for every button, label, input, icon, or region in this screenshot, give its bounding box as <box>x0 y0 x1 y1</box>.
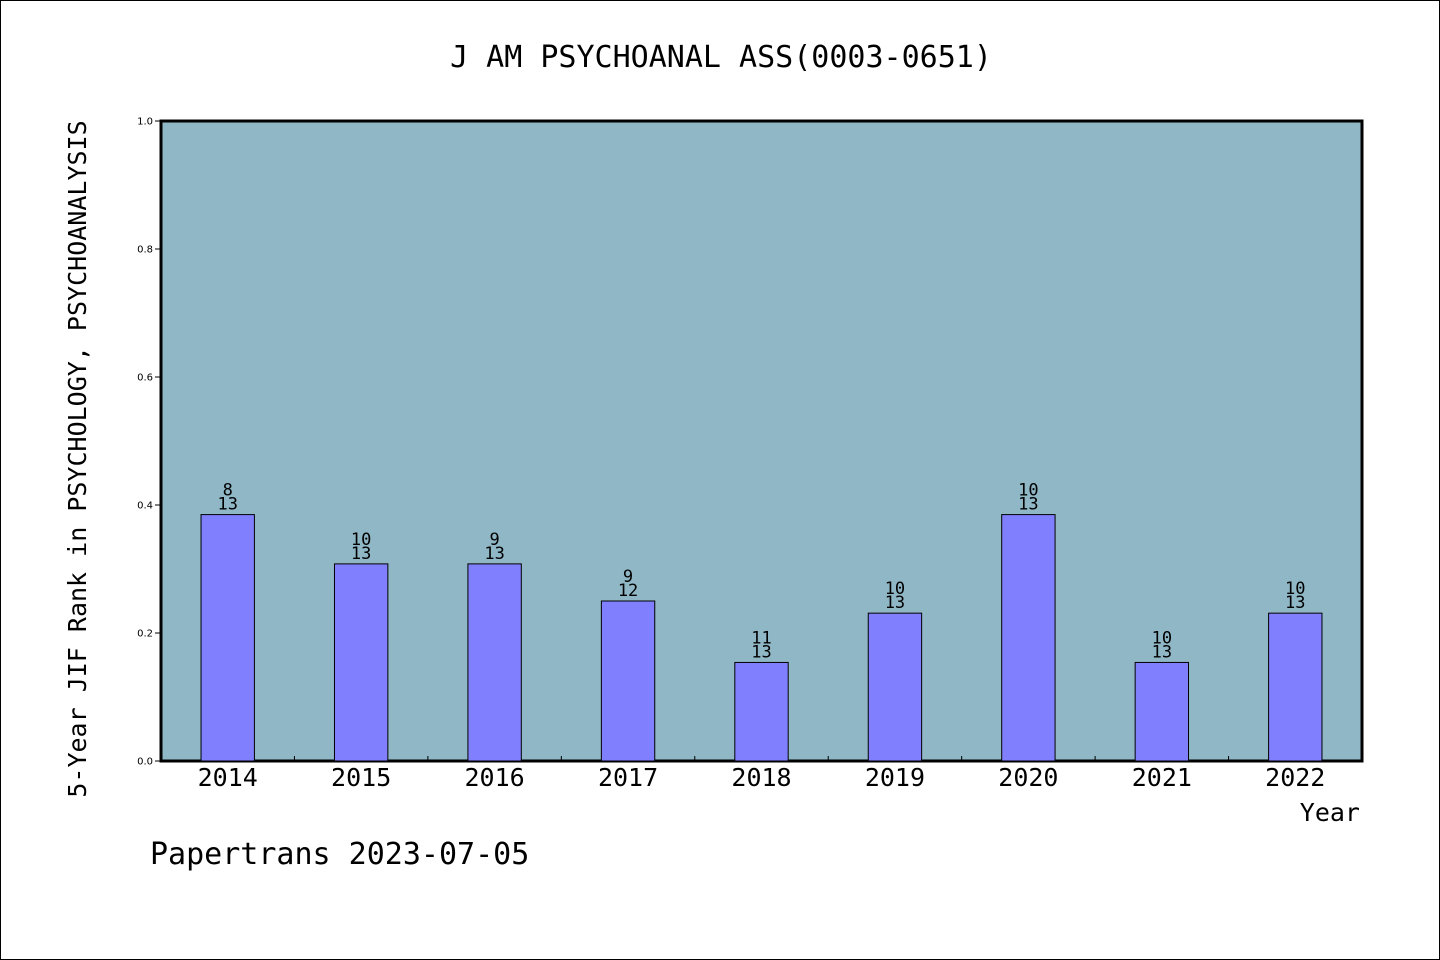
bar-2017 <box>600 600 656 762</box>
footer-text: Papertrans 2023-07-05 <box>150 837 529 872</box>
x-tick-label: 2020 <box>998 763 1058 792</box>
bar-rank-label: 10 <box>1285 579 1305 599</box>
bar-total-label: 13 <box>217 495 237 515</box>
bar-rank-label: 10 <box>885 579 905 599</box>
bar-total-label: 13 <box>1285 593 1305 613</box>
axis-ticks-group: 0.0 0.2 0.4 0.6 0.8 1.0 2014 2015 2016 2017 2018 20… <box>137 117 1325 793</box>
bar-2021 <box>1134 661 1190 762</box>
bar-2018 <box>734 661 789 762</box>
bar-2016 <box>467 563 522 762</box>
bar-total-label: 13 <box>1018 495 1038 515</box>
bar-2014 <box>200 514 255 762</box>
y-tick-label: 0.8 <box>137 245 153 256</box>
bar-2015 <box>333 563 389 762</box>
bar-total-label: 12 <box>618 581 638 601</box>
x-tick-label: 2017 <box>598 763 658 792</box>
chart-title: J AM PSYCHOANAL ASS(0003-0651) <box>450 40 992 75</box>
x-tick-label: 2019 <box>865 763 925 792</box>
bar-total-label: 13 <box>1152 642 1172 662</box>
bar-2020 <box>1001 514 1056 762</box>
bar-rank-label: 11 <box>751 628 771 648</box>
x-tick-label: 2018 <box>731 763 791 792</box>
y-axis-label: 5-Year JIF Rank in PSYCHOLOGY, PSYCHOANA… <box>63 120 92 797</box>
y-tick-label: 0.4 <box>137 501 153 512</box>
bar-2022 <box>1268 612 1323 762</box>
y-tick-label: 0.6 <box>137 373 153 384</box>
bar-rank-label: 9 <box>623 567 633 587</box>
x-tick-label: 2021 <box>1132 763 1192 792</box>
bar-rank-label: 10 <box>1018 481 1038 501</box>
x-tick-label: 2015 <box>331 763 391 792</box>
x-tick-label: 2022 <box>1265 763 1325 792</box>
bar-2019 <box>867 612 923 762</box>
bar-rank-label: 9 <box>489 530 499 550</box>
y-tick-label: 1.0 <box>137 117 153 128</box>
y-tick-label: 0.2 <box>137 629 153 640</box>
bar-rank-label: 10 <box>1152 628 1172 648</box>
x-tick-label: 2014 <box>198 763 258 792</box>
bar-total-label: 13 <box>484 544 504 564</box>
bar-rank-label: 8 <box>223 481 233 501</box>
bar-total-label: 13 <box>751 642 771 662</box>
bar-rank-label: 10 <box>351 530 371 550</box>
bar-total-label: 13 <box>885 593 905 613</box>
bar-total-label: 13 <box>351 544 371 564</box>
x-tick-label: 2016 <box>465 763 525 792</box>
x-axis-label: Year <box>1300 798 1360 827</box>
y-tick-label: 0.0 <box>137 757 153 768</box>
